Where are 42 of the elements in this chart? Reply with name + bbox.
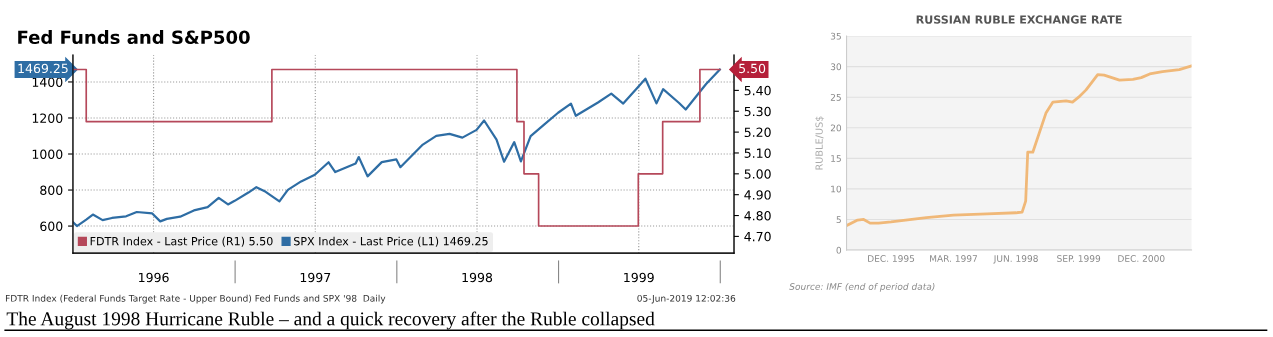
y2-tick-label: 5.20 [744, 127, 771, 138]
y-tick-label: 15 [831, 155, 841, 162]
y-tick-label: 5 [836, 216, 841, 224]
line-series [846, 64, 1192, 227]
x-tick-label: 1998 [462, 272, 493, 283]
y-tick-label: 20 [830, 124, 842, 132]
y2-tick-label: 5.00 [744, 169, 771, 179]
text: 05-Jun-2019 12:02:36 [637, 294, 736, 304]
y-tick-label: 1200 [32, 113, 63, 123]
x-tick-label: DEC. 1995 [868, 255, 915, 262]
chart-title: Fed Funds and S&P500 [18, 30, 250, 45]
legend-label: FDTR Index - Last Price (R1) 5.50 [90, 236, 273, 247]
y-tick-label: 10 [831, 185, 842, 193]
chart-title: RUSSIAN RUBLE EXCHANGE RATE [916, 15, 1122, 24]
x-tick-label: SEP. 1999 [1057, 255, 1101, 262]
y2-tick-label: 4.90 [744, 190, 771, 200]
y-tick-label: 1400 [32, 77, 63, 87]
y-tick-label: 35 [830, 32, 841, 40]
x-tick-label: MAR. 1997 [930, 255, 978, 262]
y2-tick-label: 5.40 [744, 85, 771, 96]
text: The August 1998 Hurricane Ruble – and a quick recovery after the Ruble collapsed [6, 311, 655, 330]
y2-tick-label: 4.80 [744, 211, 771, 221]
x-tick-label: 1996 [139, 272, 169, 283]
y2-tick-label: 4.70 [744, 231, 771, 242]
legend-label: SPX Index - Last Price (L1) 1469.25 [294, 236, 488, 247]
y-tick-label: 600 [40, 221, 63, 231]
y2-tick-label: 5.10 [744, 148, 771, 158]
text: 1469.25 [18, 63, 68, 74]
y-tick-label: 25 [830, 93, 841, 101]
x-tick-label: JUN. 1998 [993, 255, 1038, 264]
y-axis-title: RUBLE/US$ [815, 116, 825, 170]
text: 5.50 [739, 63, 766, 74]
y-tick-label: 0 [836, 246, 842, 254]
y2-tick-label: 5.30 [744, 106, 771, 117]
source-note: Source: IMF (end of period data) [789, 282, 935, 292]
y-tick-label: 1000 [32, 149, 63, 159]
x-tick-label: 1997 [300, 272, 331, 283]
y-tick-label: 30 [830, 63, 842, 71]
x-tick-label: DEC. 2000 [1118, 255, 1165, 262]
x-tick-label: 1999 [624, 272, 654, 283]
y-tick-label: 800 [40, 185, 63, 195]
text: FDTR Index (Federal Funds Target Rate - Upper Bound) Fed Funds and SPX '98 Daily [5, 294, 386, 304]
